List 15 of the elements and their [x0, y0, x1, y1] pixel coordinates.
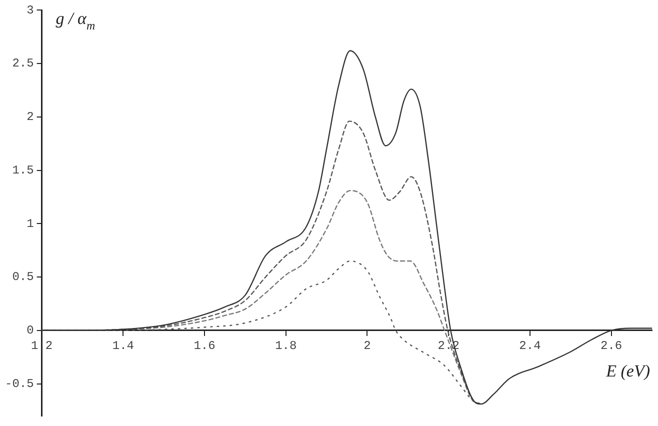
y-tick-label: 1.5 [12, 163, 34, 178]
y-tick-label: 2 [26, 110, 34, 124]
x-tick-label: 2.6 [600, 338, 622, 353]
x-tick-label: 1.6 [194, 338, 216, 353]
y-tick-label: 0.5 [12, 270, 34, 284]
y-tick-label: 1 [26, 216, 34, 231]
y-tick-label: 0 [26, 324, 34, 338]
y-tick-label: 3 [26, 3, 34, 18]
x-tick-label: 1.4 [112, 338, 134, 353]
x-tick-label: 2 [364, 338, 371, 353]
y-tick-label: -0.5 [4, 376, 34, 391]
x-tick-label: 2.4 [519, 338, 541, 353]
x-tick-label: 1.8 [275, 338, 297, 353]
x-axis-title: E (eV) [605, 361, 650, 380]
y-tick-label: 2.5 [12, 56, 34, 71]
